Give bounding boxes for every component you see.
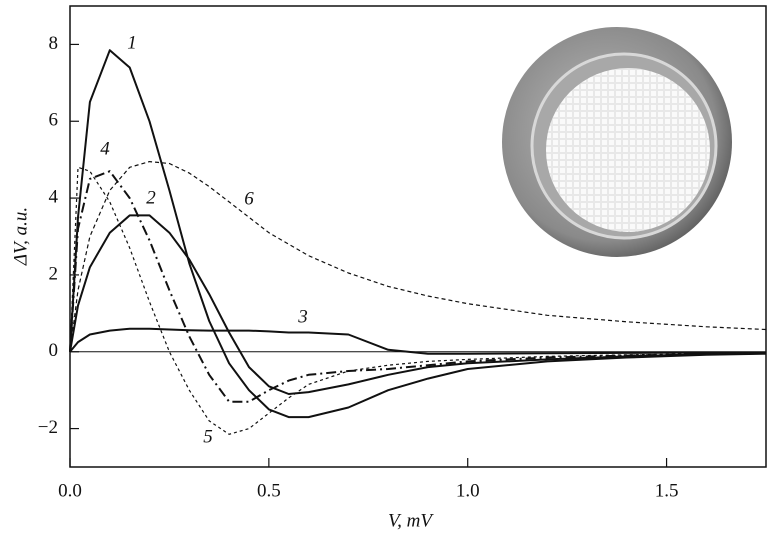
y-tick-label: −2 bbox=[38, 417, 58, 438]
series-line bbox=[69, 161, 767, 352]
x-axis-label: V, mV bbox=[388, 510, 434, 531]
y-tick-label: 6 bbox=[49, 110, 59, 131]
series-line bbox=[69, 327, 766, 355]
y-tick-label: 0 bbox=[49, 340, 59, 361]
x-tick-label: 1.0 bbox=[456, 480, 480, 501]
series-label: 2 bbox=[146, 187, 156, 208]
series-label: 6 bbox=[244, 188, 254, 209]
y-tick-label: 4 bbox=[49, 186, 59, 207]
plot-frame bbox=[69, 5, 767, 468]
y-tick-label: 2 bbox=[49, 263, 59, 284]
series-line bbox=[69, 170, 767, 403]
series-line bbox=[69, 166, 767, 435]
series-label: 4 bbox=[100, 138, 110, 159]
series-label: 1 bbox=[127, 32, 137, 53]
inset-photo bbox=[502, 27, 732, 257]
series-line bbox=[69, 49, 767, 419]
y-axis-label: ΔV, a.u. bbox=[10, 207, 31, 266]
x-tick-label: 1.5 bbox=[655, 480, 679, 501]
y-tick-label: 8 bbox=[49, 33, 59, 54]
series-label: 3 bbox=[297, 306, 308, 327]
series-label: 5 bbox=[203, 426, 213, 447]
x-tick-label: 0.5 bbox=[257, 480, 281, 501]
x-tick-label: 0.0 bbox=[58, 480, 82, 501]
